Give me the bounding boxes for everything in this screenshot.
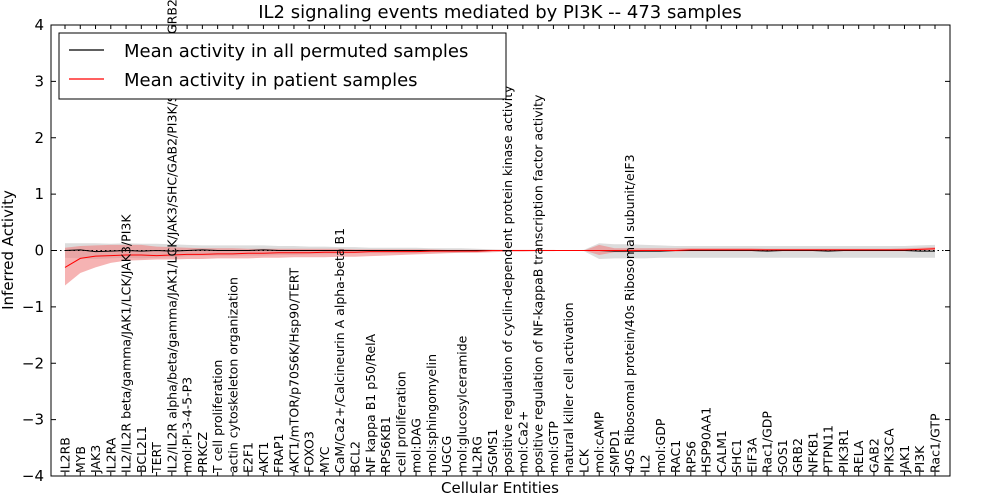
x-tick-label: PTPN11 [821, 425, 836, 473]
x-tick-label: mol:DAG [409, 418, 424, 473]
x-tick-label: Rac1/GTP [928, 413, 943, 473]
y-tick-label: −1 [22, 298, 44, 316]
x-tick-label: mol:cAMP [592, 411, 607, 473]
legend-permuted-label: Mean activity in all permuted samples [124, 41, 468, 62]
x-tick-label: PI3K [912, 445, 927, 473]
x-tick-label: BCL2L1 [134, 426, 149, 473]
x-tick-label: actin cytoskeleton organization [225, 277, 240, 473]
x-tick-label: SMPD1 [607, 429, 622, 473]
x-tick-label: RAC1 [668, 440, 683, 473]
x-tick-label: positive regulation of cyclin-dependent … [500, 85, 515, 473]
x-tick-label: mol:GDP [653, 418, 668, 473]
y-tick-label: −3 [22, 411, 44, 429]
x-tick-label: SHC1 [729, 439, 744, 473]
x-tick-label: IL2 [638, 454, 653, 473]
x-tick-label: PRKCZ [195, 432, 210, 473]
x-tick-label: mol:GTP [546, 421, 561, 473]
x-tick-label: EIF3A [744, 437, 759, 473]
x-tick-label: mol:sphingomyelin [424, 354, 439, 473]
x-tick-label: E2F1 [241, 442, 256, 473]
series-layer [64, 248, 936, 268]
y-tick-label: 2 [34, 129, 44, 147]
patient-band-layer [65, 244, 935, 286]
x-tick-label: natural killer cell activation [561, 302, 576, 473]
x-tick-label: IL2RA [103, 437, 118, 473]
x-tick-label: IL2RG [470, 436, 485, 473]
x-tick-label: mol:glucosylceramide [454, 335, 469, 473]
x-tick-label: SGMS1 [485, 429, 500, 473]
x-tick-label: positive regulation of NF-kappaB transcr… [531, 94, 546, 473]
x-tick-label: IL2/IL2R beta/gamma/JAK1/LCK/JAK3/PI3K [119, 214, 134, 473]
x-tick-label: RPS6KB1 [378, 416, 393, 473]
x-tick-label: UGCG [439, 436, 454, 473]
x-tick-label: PIK3R1 [836, 429, 851, 473]
x-tick-label: FRAP1 [271, 434, 286, 473]
legend: Mean activity in all permuted samples Me… [58, 32, 507, 100]
x-tick-label: GAB2 [866, 438, 881, 473]
x-tick-label: T cell proliferation [210, 360, 225, 474]
x-tick-label: TERT [149, 442, 164, 474]
y-tick-label: 0 [34, 242, 44, 260]
legend-box [58, 32, 507, 100]
x-tick-label: NF kappa B1 p50/RelA [363, 333, 378, 473]
legend-patient-label: Mean activity in patient samples [124, 70, 418, 91]
x-axis: IL2RB MYB JAK3 IL2RA IL2/IL2R beta/gamma/JAK… [58, 0, 943, 476]
x-tick-label: PIK3CA [882, 428, 897, 473]
x-tick-label: CaM/Ca2+/Calcineurin A alpha-beta B1 [332, 228, 347, 473]
patient-confidence-band [65, 244, 935, 286]
x-tick-label: RPS6 [683, 441, 698, 473]
x-tick-label: GRB2 [790, 438, 805, 473]
x-tick-label: JAK1 [897, 445, 912, 474]
chart-title: IL2 signaling events mediated by PI3K --… [258, 2, 742, 23]
x-tick-label: FOXO3 [302, 431, 317, 473]
patient-mean-line [64, 248, 936, 268]
x-axis-label: Cellular Entities [441, 479, 559, 497]
x-tick-label: JAK3 [88, 445, 103, 474]
x-tick-label: LCK [576, 448, 591, 473]
x-tick-label: AKT1 [256, 442, 271, 473]
x-tick-label: 40S Ribosomal protein/40s Ribosomal subu… [622, 154, 637, 473]
y-tick-label: −4 [22, 467, 44, 485]
x-tick-label: cell proliferation [393, 371, 408, 473]
y-axis-label: Inferred Activity [0, 190, 17, 310]
y-tick-label: 4 [34, 16, 44, 34]
x-tick-label: mol:PI-3-4-5-P3 [180, 377, 195, 473]
x-tick-label: MYC [317, 446, 332, 473]
x-tick-label: BCL2 [348, 441, 363, 473]
y-tick-label: 1 [34, 185, 44, 203]
x-tick-label: RELA [851, 440, 866, 473]
x-tick-label: IL2RB [58, 437, 73, 473]
x-tick-label: AKT1/mTOR/p70S6K/Hsp90/TERT [286, 267, 301, 473]
x-tick-label: MYB [73, 446, 88, 473]
x-tick-label: SOS1 [775, 439, 790, 473]
x-tick-label: HSP90AA1 [699, 407, 714, 473]
x-tick-label: CALM1 [714, 430, 729, 473]
x-tick-label: Rac1/GDP [760, 411, 775, 473]
x-tick-label: IL2/IL2R alpha/beta/gamma/JAK1/LCK/JAK3/… [164, 0, 179, 473]
y-tick-label: 3 [34, 72, 44, 90]
x-tick-label: mol:Ca2+ [515, 411, 530, 473]
y-axis: −4 −3 −2 −1 0 1 2 3 4 [22, 16, 950, 485]
x-tick-label: NFKB1 [805, 432, 820, 473]
y-tick-label: −2 [22, 354, 44, 372]
